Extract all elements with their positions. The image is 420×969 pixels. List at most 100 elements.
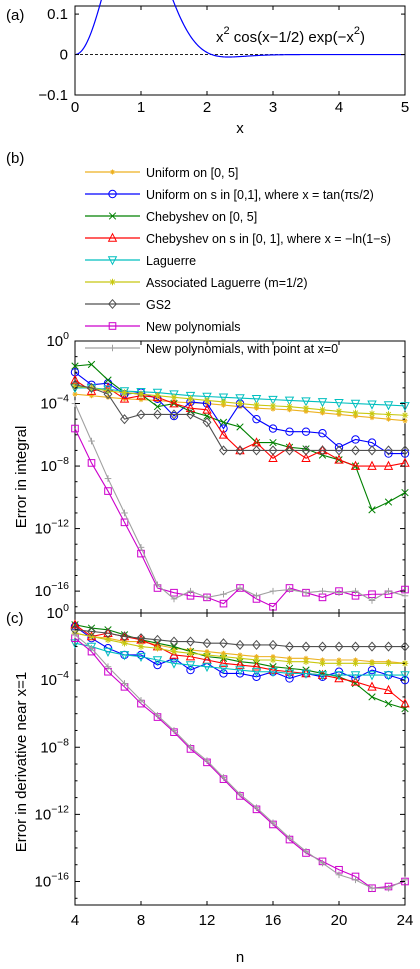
data-point — [335, 589, 343, 596]
panel-a-yticks: 0.1 0 −0.1 — [38, 6, 405, 104]
data-point — [170, 727, 178, 734]
data-point — [384, 699, 393, 708]
data-point — [301, 427, 311, 436]
panel-c-xtick-label: 12 — [199, 912, 216, 929]
legend-marker — [107, 256, 118, 266]
panel-a-xtick-label: 5 — [401, 99, 409, 116]
series-triangle-down — [70, 384, 410, 412]
data-point — [334, 454, 344, 464]
data-point — [219, 638, 228, 649]
ytick-label: 10−12 — [35, 803, 70, 823]
data-point — [104, 387, 112, 395]
panel-b: 100 10−4 10−8 10−12 10−16 Error in integral — [13, 330, 410, 614]
panel-a-xlabel: x — [236, 120, 244, 137]
legend-entry: New polynomials, with point at x=0 — [85, 342, 338, 356]
data-point — [187, 743, 194, 751]
data-point — [119, 387, 130, 397]
data-point — [367, 400, 377, 410]
formula-base: x — [216, 29, 224, 46]
data-point — [286, 834, 293, 842]
data-point — [303, 655, 309, 661]
data-point — [218, 657, 229, 668]
data-point — [236, 400, 244, 407]
data-point — [136, 650, 146, 660]
data-point — [400, 698, 410, 708]
data-point — [103, 628, 113, 639]
data-point — [385, 660, 392, 667]
data-point — [334, 671, 344, 681]
data-point — [169, 636, 179, 647]
data-point — [383, 671, 394, 681]
data-point — [368, 506, 376, 514]
data-point — [203, 757, 211, 764]
data-point — [268, 395, 278, 406]
panel-b-plot-frame — [74, 340, 406, 614]
data-point — [103, 389, 113, 400]
data-point — [169, 409, 179, 420]
data-point — [154, 644, 161, 652]
data-point — [335, 660, 343, 667]
ytick-label: 10−4 — [40, 393, 69, 413]
data-point — [121, 389, 128, 396]
panel-a-xtick-label: 3 — [269, 99, 277, 116]
panel-b-yticks: 100 10−4 10−8 10−12 10−16 — [35, 330, 406, 613]
legend-entry: New polynomials — [85, 320, 240, 334]
data-point — [352, 587, 359, 595]
data-point — [138, 397, 144, 403]
data-point — [187, 587, 194, 595]
data-point — [220, 398, 227, 406]
ytick-label: 100 — [46, 330, 69, 350]
data-point — [154, 712, 161, 719]
data-point — [220, 774, 227, 781]
data-point — [169, 649, 179, 659]
data-point — [119, 393, 130, 403]
data-point — [334, 641, 344, 652]
series-line — [74, 642, 405, 676]
data-point — [169, 411, 179, 421]
data-point — [367, 681, 377, 691]
legend-entry: Laguerre — [85, 254, 196, 268]
ytick-label: 10−12 — [35, 518, 70, 538]
data-point — [384, 445, 393, 456]
data-point — [104, 663, 112, 671]
data-point — [121, 509, 128, 517]
legend-label: Chebyshev on s in [0, 1], where x = −ln(… — [146, 232, 391, 246]
data-point — [88, 437, 95, 445]
data-point — [301, 452, 311, 463]
data-point — [334, 445, 344, 456]
data-point — [385, 587, 392, 595]
data-point — [203, 651, 211, 659]
data-point — [400, 449, 410, 458]
panel-a-curve — [74, 0, 405, 58]
data-point — [72, 391, 78, 397]
data-point — [301, 669, 311, 679]
data-point — [203, 397, 211, 404]
data-point — [154, 581, 161, 589]
data-point — [269, 656, 277, 664]
series-plus — [71, 400, 409, 604]
data-point — [219, 445, 228, 456]
data-point — [302, 847, 310, 855]
data-point — [71, 631, 79, 639]
series-asterisk — [71, 383, 409, 419]
data-point — [400, 671, 410, 681]
data-point — [318, 445, 327, 456]
series-square — [71, 424, 409, 611]
panel-c-xlabel: n — [236, 949, 244, 966]
data-point — [120, 631, 129, 642]
panel-b-ylabel: Error in integral — [13, 426, 30, 529]
data-point — [137, 390, 145, 398]
formula-exp1: 2 — [224, 25, 230, 37]
panel-a-label: (a) — [6, 7, 24, 24]
data-point — [351, 435, 360, 444]
data-point — [87, 382, 96, 393]
data-point — [301, 397, 311, 407]
ytick-label: 10−4 — [40, 669, 69, 689]
data-point — [401, 876, 409, 884]
series-diamond — [70, 624, 410, 652]
panel-c-xtick-label: 8 — [137, 912, 145, 929]
data-point — [235, 639, 245, 650]
data-point — [285, 641, 294, 652]
panel-c: 100 10−4 10−8 10−12 10−16 4 8 12 16 20 24 Error i… — [13, 602, 413, 966]
